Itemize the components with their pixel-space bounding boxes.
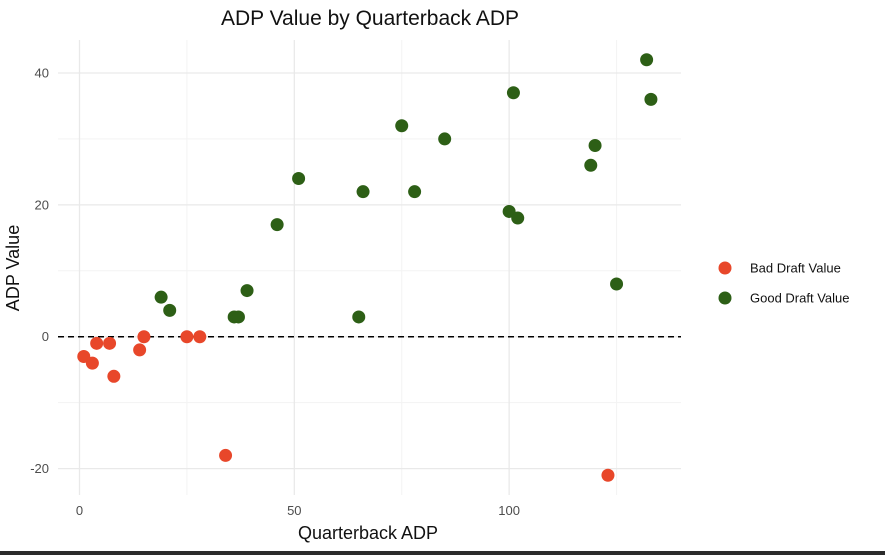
bottom-bar	[0, 551, 885, 555]
good-value-point	[270, 218, 284, 232]
y-tick-label: 0	[42, 329, 49, 344]
good-value-point	[644, 92, 658, 106]
bad-value-point	[193, 330, 207, 344]
y-tick-label: 40	[35, 65, 49, 80]
good-value-point	[352, 310, 366, 324]
good-value-point	[292, 171, 306, 185]
good-value-point	[506, 86, 520, 100]
legend-label: Good Draft Value	[750, 291, 849, 306]
gridlines	[58, 40, 681, 495]
x-tick-label: 50	[287, 503, 301, 518]
data-points	[77, 53, 658, 482]
bad-value-point	[85, 356, 99, 370]
good-value-point	[154, 290, 168, 304]
good-value-point	[511, 211, 525, 225]
good-value-point	[163, 303, 177, 317]
good-value-point	[395, 119, 409, 133]
good-value-point	[640, 53, 654, 67]
y-tick-label: 20	[35, 197, 49, 212]
good-value-point	[356, 185, 370, 199]
legend-label: Bad Draft Value	[750, 261, 841, 276]
y-axis-label: ADP Value	[3, 225, 23, 311]
bad-value-point	[103, 336, 117, 350]
bad-value-point	[219, 448, 233, 462]
y-tick-label: -20	[30, 461, 49, 476]
bad-value-point	[601, 468, 615, 482]
good-value-point	[438, 132, 452, 146]
good-value-point	[584, 158, 598, 172]
legend: Bad Draft Value Good Draft Value	[718, 261, 849, 306]
good-value-point	[240, 284, 254, 298]
good-value-point	[231, 310, 245, 324]
bad-value-point	[90, 336, 104, 350]
bad-value-point	[107, 369, 121, 383]
legend-swatch	[718, 291, 732, 305]
x-tick-label: 100	[498, 503, 520, 518]
good-value-point	[610, 277, 624, 291]
x-tick-label: 0	[76, 503, 83, 518]
good-value-point	[588, 139, 602, 153]
bad-value-point	[133, 343, 147, 357]
tick-labels: 0 50 100 -20 0 20 40	[30, 65, 520, 518]
good-value-point	[408, 185, 422, 199]
chart-title: ADP Value by Quarterback ADP	[221, 7, 519, 30]
bad-value-point	[137, 330, 151, 344]
bad-value-point	[180, 330, 194, 344]
x-axis-label: Quarterback ADP	[298, 523, 438, 543]
legend-swatch	[718, 261, 732, 275]
